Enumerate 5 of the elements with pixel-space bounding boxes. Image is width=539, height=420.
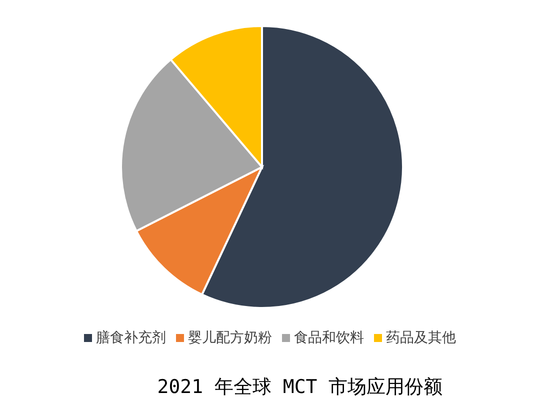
legend-label: 食品和饮料 bbox=[294, 330, 364, 346]
text: 2021 年全球 MCT 市场应用份额 bbox=[157, 376, 443, 398]
legend-label: 婴儿配方奶粉 bbox=[188, 330, 272, 346]
legend-label: 膳食补充剂 bbox=[96, 330, 166, 346]
legend-label: 药品及其他 bbox=[386, 330, 456, 346]
